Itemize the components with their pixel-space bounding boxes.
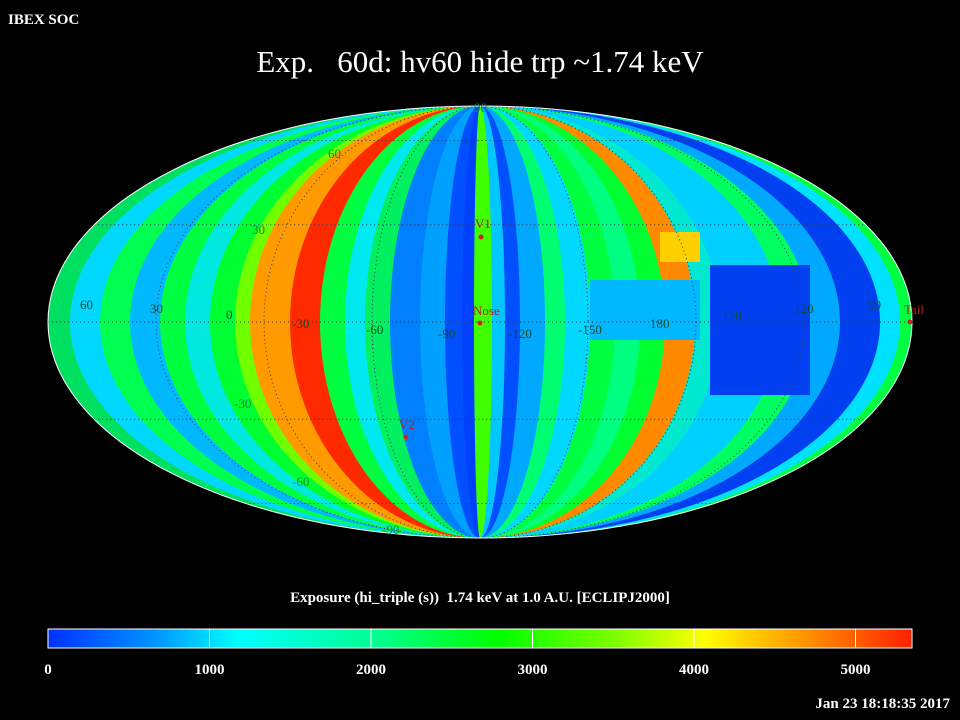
lat-label: 90 bbox=[474, 100, 487, 115]
marker-dot bbox=[403, 434, 409, 440]
colorbar-tick-label: 2000 bbox=[356, 662, 386, 678]
lon-label: 30 bbox=[150, 301, 163, 316]
colorbar bbox=[47, 628, 913, 649]
lon-label: 90 bbox=[868, 297, 881, 312]
marker-label: Nose bbox=[473, 303, 500, 318]
marker-dot bbox=[478, 234, 484, 240]
colorbar-tick-label: 3000 bbox=[517, 662, 547, 678]
marker-dot bbox=[907, 319, 913, 325]
lon-labels: 60 30 0 -30 -60 -90 -120 -150 180 150 12… bbox=[80, 297, 881, 341]
lon-label: 60 bbox=[80, 297, 93, 312]
lon-label: -60 bbox=[366, 322, 383, 337]
map-patch bbox=[590, 280, 700, 340]
lon-label: 180 bbox=[650, 316, 670, 331]
marker-dot bbox=[477, 320, 483, 326]
header: IBEX SOC bbox=[8, 12, 79, 28]
marker-label: V2 bbox=[399, 417, 415, 432]
colorbar-tick-label: 4000 bbox=[679, 662, 709, 678]
marker-label: V1 bbox=[475, 216, 491, 231]
graticule bbox=[47, 105, 913, 539]
lat-label: -90 bbox=[382, 522, 399, 537]
map-band bbox=[480, 106, 492, 538]
sky-map bbox=[48, 106, 912, 538]
timestamp: Jan 23 18:18:35 2017 bbox=[815, 696, 950, 712]
lat-labels: 90 60 30 -30 -60 -90 bbox=[234, 100, 487, 537]
lat-label: -60 bbox=[292, 474, 309, 489]
colorbar-tick-label: 5000 bbox=[840, 662, 870, 678]
lon-label: -90 bbox=[438, 326, 455, 341]
lon-label: 0 bbox=[226, 307, 233, 322]
colorbar-tick-label: 0 bbox=[44, 662, 52, 678]
title: Exp. 60d: hv60 hide trp ~1.74 keV bbox=[256, 44, 704, 79]
lon-label: 120 bbox=[794, 301, 814, 316]
lon-label: -150 bbox=[578, 322, 602, 337]
lon-label: -30 bbox=[292, 316, 309, 331]
colorbar-ticks: 0 1000 2000 3000 4000 5000 bbox=[44, 629, 870, 678]
lon-label: -120 bbox=[508, 326, 532, 341]
map-patch bbox=[710, 265, 810, 395]
colorbar-tick-label: 1000 bbox=[194, 662, 224, 678]
lon-label: 150 bbox=[722, 308, 742, 323]
marker-label: Tail bbox=[904, 302, 924, 317]
markers: V1 Nose V2 Tail bbox=[399, 216, 924, 440]
colorbar-title: Exposure (hi_triple (s)) 1.74 keV at 1.0… bbox=[290, 590, 670, 606]
lat-label: 30 bbox=[252, 222, 265, 237]
lat-label: -30 bbox=[234, 396, 251, 411]
lat-label: 60 bbox=[328, 146, 341, 161]
map-patch bbox=[660, 232, 700, 262]
